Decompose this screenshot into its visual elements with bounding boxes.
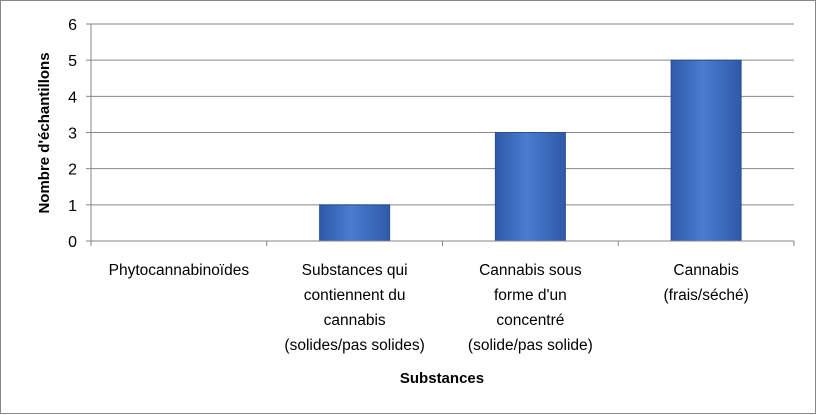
- axes: [90, 24, 795, 246]
- bars: [319, 59, 742, 242]
- bar: [494, 132, 566, 242]
- y-tick-label: 2: [68, 162, 77, 179]
- y-tick-label: 3: [68, 126, 77, 143]
- x-category-label: Substances qui contiennent du cannabis (sol…: [284, 262, 424, 354]
- x-category-label: Cannabis sous forme d'un concentré (solide/…: [468, 262, 593, 354]
- y-tick-label: 1: [68, 198, 77, 215]
- bar: [670, 59, 742, 242]
- y-tick-labels: 0 1 2 3 4 5 6: [68, 17, 77, 251]
- y-tick-label: 5: [68, 53, 77, 70]
- x-category-labels: Phytocannabinoïdes Substances qui contienn…: [109, 262, 749, 354]
- y-axis-title: Nombre d'échantillons: [36, 52, 53, 213]
- y-tick-label: 6: [68, 17, 77, 34]
- x-category-label: Phytocannabinoïdes: [109, 262, 250, 279]
- x-axis-title: Substances: [400, 370, 484, 387]
- y-tick-label: 0: [68, 234, 77, 251]
- bar: [319, 204, 391, 242]
- y-tick-label: 4: [68, 89, 77, 106]
- x-category-label: Cannabis (frais/séché): [663, 262, 748, 304]
